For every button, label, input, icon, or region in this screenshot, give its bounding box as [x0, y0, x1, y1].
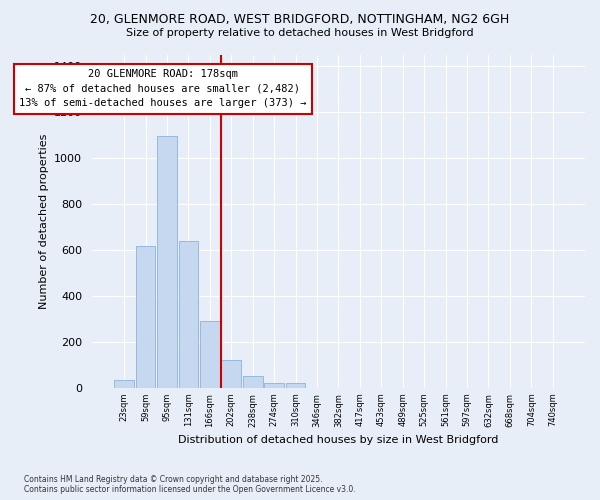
Text: 20 GLENMORE ROAD: 178sqm
← 87% of detached houses are smaller (2,482)
13% of sem: 20 GLENMORE ROAD: 178sqm ← 87% of detach…	[19, 69, 307, 108]
Bar	[286, 383, 305, 388]
Bar	[243, 376, 263, 388]
Text: Size of property relative to detached houses in West Bridgford: Size of property relative to detached ho…	[126, 28, 474, 38]
Y-axis label: Number of detached properties: Number of detached properties	[38, 134, 49, 309]
Bar	[221, 360, 241, 388]
Text: 20, GLENMORE ROAD, WEST BRIDGFORD, NOTTINGHAM, NG2 6GH: 20, GLENMORE ROAD, WEST BRIDGFORD, NOTTI…	[91, 12, 509, 26]
Bar	[179, 241, 199, 388]
Bar	[115, 380, 134, 388]
Bar	[265, 383, 284, 388]
Bar	[136, 246, 155, 388]
Text: Contains HM Land Registry data © Crown copyright and database right 2025.
Contai: Contains HM Land Registry data © Crown c…	[24, 474, 356, 494]
X-axis label: Distribution of detached houses by size in West Bridgford: Distribution of detached houses by size …	[178, 435, 499, 445]
Bar	[200, 321, 220, 388]
Bar	[157, 136, 177, 388]
